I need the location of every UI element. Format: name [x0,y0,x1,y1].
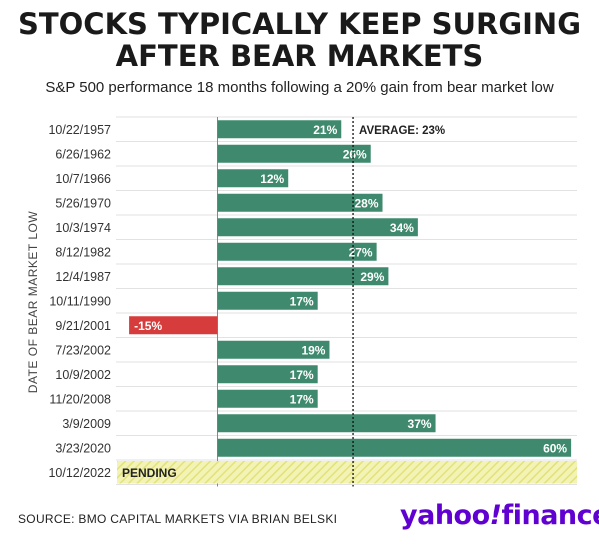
bars: 21% 26% 12% 28% 34% 27% 29% 17% -15% 19% 17% 17% 37%… [117,117,577,487]
data-label: 19% [301,343,325,357]
chart-subtitle: S&P 500 performance 18 months following … [45,79,554,96]
chart-title: STOCKS TYPICALLY KEEP SURGING AFTER BEAR… [0,8,599,72]
bar [129,316,218,335]
data-label: 34% [390,221,414,235]
title-line-2: AFTER BEAR MARKETS [115,39,484,73]
average-label: AVERAGE: 23% [359,125,445,137]
bar [217,340,330,359]
bar [217,242,377,261]
category-label: 10/22/1957 [48,123,111,137]
category-label: 7/23/2002 [55,343,111,357]
data-label: 27% [349,245,373,259]
bar [217,414,436,433]
logo-yahoo: yahoo [400,500,490,531]
data-label: 12% [260,172,284,186]
data-label: 17% [290,392,314,406]
bar [217,438,572,457]
category-label: 10/11/1990 [49,294,111,308]
yahoo-finance-logo: yahoo!finance [400,500,599,531]
category-labels: 10/22/1957 6/26/1962 10/7/1966 5/26/1970 10/… [48,123,111,480]
data-label: 21% [313,123,337,137]
data-label: -15% [134,319,162,333]
category-label: 10/9/2002 [55,368,111,382]
pending-label: PENDING [122,466,177,480]
data-label: 26% [343,147,367,161]
category-label: 10/3/1974 [55,221,111,235]
category-label: 10/7/1966 [55,172,111,186]
bar [217,365,318,384]
category-label: 8/12/1982 [55,245,111,259]
title-line-1: STOCKS TYPICALLY KEEP SURGING [17,7,582,41]
bar [217,218,418,237]
category-label: 11/20/2008 [49,392,111,406]
bar [217,291,318,310]
logo-finance: finance [501,500,599,531]
bar [217,193,383,212]
data-label: 37% [408,417,432,431]
category-label: 6/26/1962 [55,147,111,161]
bar [217,120,342,139]
category-label: 5/26/1970 [55,196,111,210]
bar [217,389,318,408]
bar [217,169,289,188]
category-label: 3/9/2009 [62,417,111,431]
data-label: 60% [543,441,567,455]
y-axis-label: DATE OF BEAR MARKET LOW [26,211,40,394]
category-label: 10/12/2022 [48,466,111,480]
data-label: 28% [354,196,378,210]
source-note: SOURCE: BMO CAPITAL MARKETS VIA BRIAN BE… [18,512,338,526]
data-label: 17% [290,368,314,382]
bar [217,144,371,163]
data-label: 29% [360,270,384,284]
data-label: 17% [290,294,314,308]
category-label: 3/23/2020 [55,441,111,455]
category-label: 9/21/2001 [55,319,111,333]
logo-slash: ! [489,500,502,531]
category-label: 12/4/1987 [55,270,111,284]
bar [217,267,389,286]
pending-bar [117,461,577,484]
